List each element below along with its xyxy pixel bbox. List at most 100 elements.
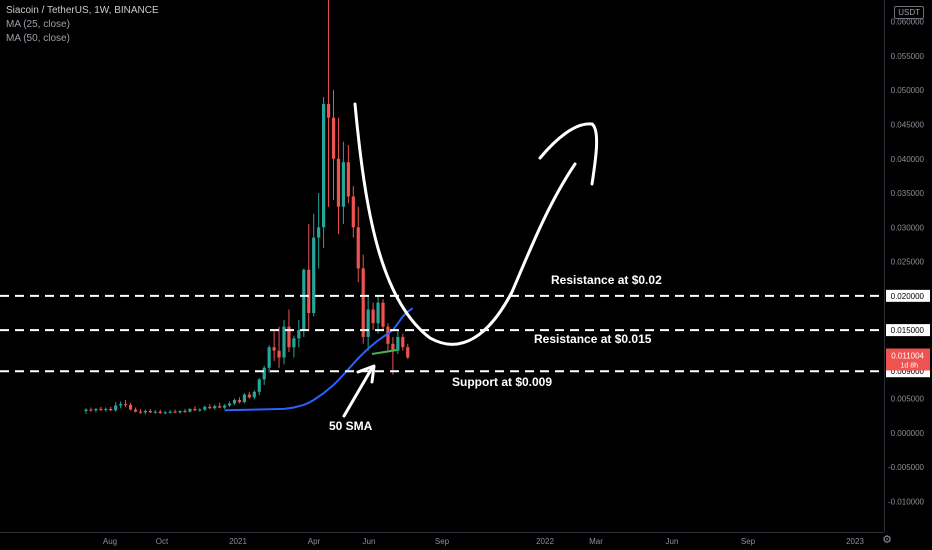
level-tag-label: 0.015000 bbox=[891, 326, 925, 335]
candle-body[interactable] bbox=[227, 403, 232, 406]
candle-body[interactable] bbox=[247, 394, 251, 398]
candle-body[interactable] bbox=[401, 336, 405, 348]
sma-label: 50 SMA bbox=[329, 419, 373, 433]
candle-body[interactable] bbox=[124, 404, 128, 406]
y-tick-label: 0.025000 bbox=[891, 258, 925, 267]
candle-body[interactable] bbox=[292, 338, 296, 348]
settings-icon[interactable]: ⚙ bbox=[882, 534, 892, 546]
candle-body[interactable] bbox=[381, 302, 385, 327]
candle-body[interactable] bbox=[267, 347, 271, 368]
candle-body[interactable] bbox=[133, 409, 138, 412]
candle-body[interactable] bbox=[341, 162, 345, 207]
price-axis[interactable] bbox=[884, 0, 932, 550]
candle-body[interactable] bbox=[346, 162, 350, 197]
level-tag bbox=[886, 289, 930, 302]
candle-body[interactable] bbox=[376, 302, 380, 324]
sma-arrowhead bbox=[356, 364, 376, 384]
candle-body[interactable] bbox=[242, 394, 246, 403]
candle-body[interactable] bbox=[237, 400, 242, 403]
candle-body[interactable] bbox=[183, 410, 187, 412]
candle-body[interactable] bbox=[257, 379, 261, 392]
candle-body[interactable] bbox=[94, 408, 98, 411]
candle-body[interactable] bbox=[119, 404, 123, 406]
candle-body[interactable] bbox=[223, 405, 227, 408]
x-tick-label: Jun bbox=[363, 537, 376, 546]
candle-body[interactable] bbox=[302, 269, 306, 331]
current-price-label: 0.011004 bbox=[891, 352, 924, 361]
indicator-ma50[interactable]: MA (50, close) bbox=[6, 33, 70, 44]
candle-body[interactable] bbox=[297, 330, 301, 339]
candle-body[interactable] bbox=[198, 409, 202, 411]
y-tick-label: 0.000000 bbox=[891, 429, 925, 438]
x-tick-label: Aug bbox=[103, 537, 117, 546]
sma-arrow bbox=[342, 366, 374, 418]
candle-body[interactable] bbox=[168, 411, 172, 413]
currency-button[interactable]: USDT bbox=[894, 6, 924, 19]
candle-body[interactable] bbox=[317, 227, 321, 238]
x-tick-label: Mar bbox=[589, 537, 603, 546]
candle-body[interactable] bbox=[277, 350, 281, 358]
support-label: Support at $0.009 bbox=[452, 375, 552, 389]
candle-body[interactable] bbox=[193, 408, 197, 411]
x-tick-label: Oct bbox=[156, 537, 169, 546]
x-tick-label: 2021 bbox=[229, 537, 247, 546]
candle-body[interactable] bbox=[232, 400, 237, 404]
candle-body[interactable] bbox=[203, 406, 207, 410]
indicator-ma25[interactable]: MA (25, close) bbox=[6, 19, 70, 30]
candle-body[interactable] bbox=[331, 117, 336, 159]
candle-body[interactable] bbox=[104, 408, 108, 410]
support-trendline bbox=[371, 349, 398, 355]
candle-body[interactable] bbox=[89, 409, 93, 411]
candle-body[interactable] bbox=[356, 227, 360, 269]
candle-body[interactable] bbox=[158, 411, 162, 414]
resistance-2-label: Resistance at $0.015 bbox=[534, 332, 652, 346]
y-tick-label: -0.005000 bbox=[888, 463, 925, 472]
candle-body[interactable] bbox=[252, 391, 256, 398]
level-tag bbox=[886, 324, 930, 337]
current-price-tag bbox=[886, 348, 930, 371]
candle-body[interactable] bbox=[218, 406, 222, 408]
candle-body[interactable] bbox=[213, 406, 217, 409]
y-tick-label: 0.030000 bbox=[891, 223, 925, 232]
candle-body[interactable] bbox=[361, 268, 365, 337]
candle-body[interactable] bbox=[84, 409, 88, 411]
symbol-title: Siacoin / TetherUS, 1W, BINANCE bbox=[6, 5, 159, 16]
resistance-1-label: Resistance at $0.02 bbox=[551, 273, 662, 287]
candle-body[interactable] bbox=[208, 406, 212, 409]
projection-curve bbox=[353, 102, 577, 346]
y-tick-label: 0.060000 bbox=[891, 18, 925, 27]
candle-body[interactable] bbox=[391, 343, 395, 351]
countdown-label: 1d 8h bbox=[900, 363, 918, 370]
y-tick-label: 0.040000 bbox=[891, 155, 925, 164]
candle-body[interactable] bbox=[287, 326, 291, 348]
candle-body[interactable] bbox=[173, 411, 177, 413]
candle-body[interactable] bbox=[153, 411, 157, 413]
candle-body[interactable] bbox=[396, 336, 400, 351]
candle-body[interactable] bbox=[307, 269, 311, 313]
candle-body[interactable] bbox=[138, 411, 143, 413]
candle-body[interactable] bbox=[322, 103, 326, 228]
candle-body[interactable] bbox=[109, 408, 113, 411]
candle-body[interactable] bbox=[163, 412, 167, 414]
candle-body[interactable] bbox=[128, 404, 133, 410]
candle-body[interactable] bbox=[371, 309, 375, 324]
candle-body[interactable] bbox=[178, 410, 182, 413]
candle-body[interactable] bbox=[366, 309, 370, 337]
candle-body[interactable] bbox=[336, 158, 341, 207]
candle-body[interactable] bbox=[272, 347, 276, 351]
candle-body[interactable] bbox=[262, 367, 266, 380]
candle-body[interactable] bbox=[99, 408, 103, 410]
candle-body[interactable] bbox=[143, 410, 147, 413]
candle-body[interactable] bbox=[386, 326, 390, 344]
candle-body[interactable] bbox=[114, 405, 118, 411]
y-tick-label: 0.045000 bbox=[891, 121, 925, 130]
candle-body[interactable] bbox=[148, 410, 152, 413]
candle-body[interactable] bbox=[312, 237, 316, 313]
candle-body[interactable] bbox=[406, 347, 410, 358]
candle-body[interactable] bbox=[326, 103, 331, 118]
candle-body[interactable] bbox=[188, 408, 192, 412]
y-tick-label: 0.005000 bbox=[891, 395, 925, 404]
candle-body[interactable] bbox=[351, 196, 355, 228]
candle-body[interactable] bbox=[282, 326, 286, 358]
